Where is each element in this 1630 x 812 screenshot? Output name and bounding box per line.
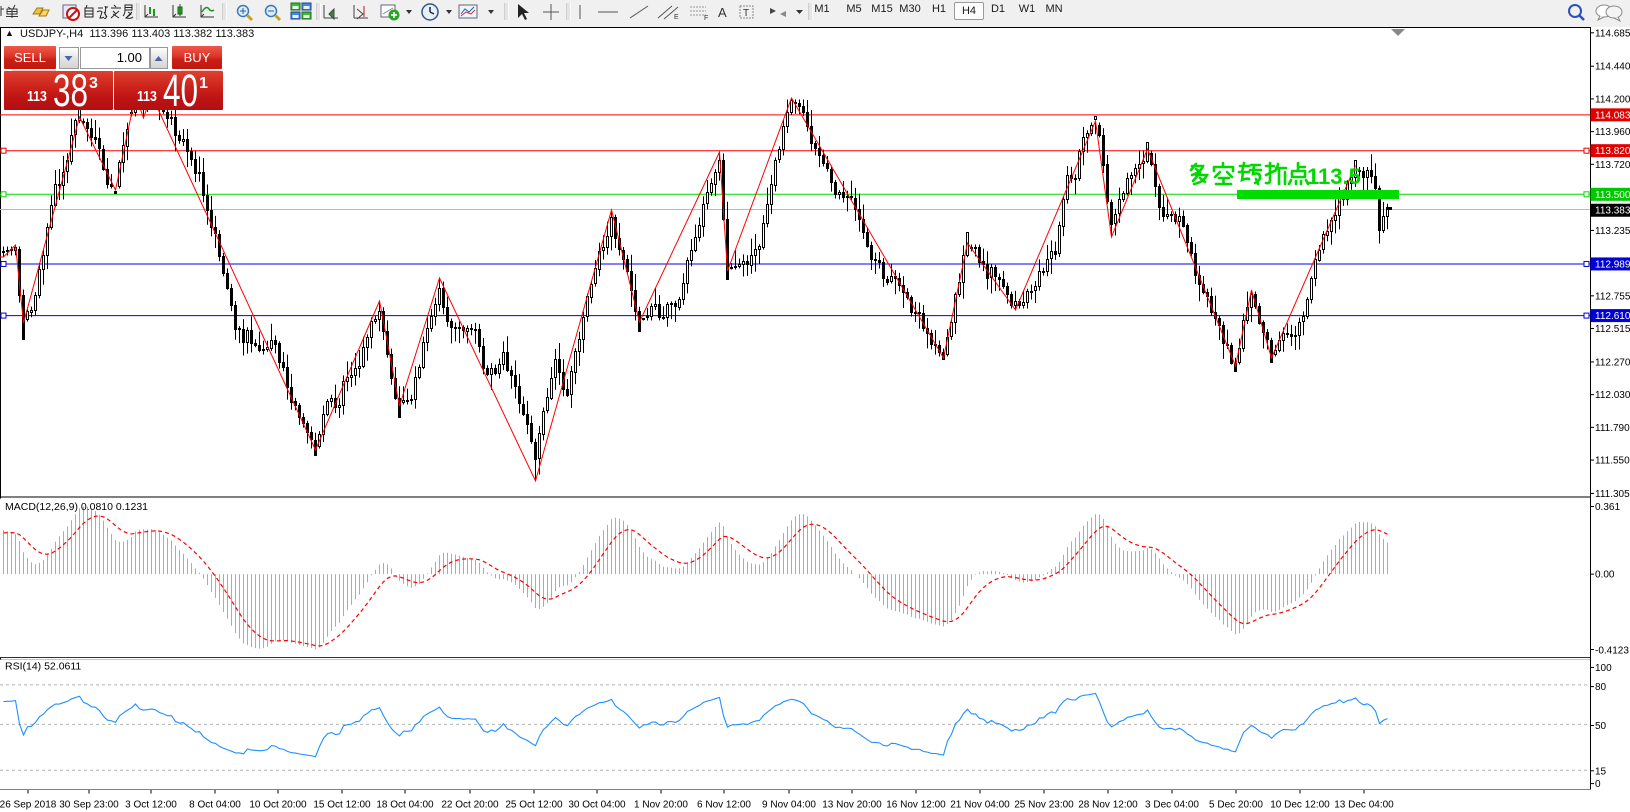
svg-text:0: 0 [1595,779,1601,790]
svg-text:21 Nov 04:00: 21 Nov 04:00 [950,800,1010,811]
svg-text:112.989: 112.989 [1595,259,1630,270]
svg-text:0.361: 0.361 [1595,502,1620,513]
svg-text:15: 15 [1595,766,1607,777]
svg-text:0.00: 0.00 [1595,570,1615,581]
svg-text:25 Nov 23:00: 25 Nov 23:00 [1014,800,1074,811]
svg-text:112.515: 112.515 [1595,324,1630,335]
svg-text:114.083: 114.083 [1595,110,1630,121]
svg-text:113.383: 113.383 [1595,206,1630,217]
svg-text:114.440: 114.440 [1595,62,1630,73]
svg-text:RSI(14) 52.0611: RSI(14) 52.0611 [5,661,81,673]
svg-text:5 Dec 20:00: 5 Dec 20:00 [1209,800,1263,811]
svg-text:9 Nov 04:00: 9 Nov 04:00 [762,800,816,811]
svg-text:111.790: 111.790 [1595,423,1630,434]
svg-text:114.200: 114.200 [1595,94,1630,105]
svg-text:10 Dec 12:00: 10 Dec 12:00 [1270,800,1330,811]
svg-text:113.235: 113.235 [1595,226,1630,237]
svg-text:30 Oct 04:00: 30 Oct 04:00 [568,800,626,811]
svg-text:-0.4123: -0.4123 [1595,645,1629,656]
svg-text:T: T [743,8,749,19]
svg-text:112.270: 112.270 [1595,357,1630,368]
svg-text:113.720: 113.720 [1595,160,1630,171]
svg-text:114.685: 114.685 [1595,28,1630,39]
svg-text:111.550: 111.550 [1595,456,1630,467]
svg-text:112.030: 112.030 [1595,390,1630,401]
svg-text:E: E [674,14,679,21]
svg-text:22 Oct 20:00: 22 Oct 20:00 [441,800,499,811]
svg-text:3 Oct 12:00: 3 Oct 12:00 [125,800,177,811]
svg-text:10 Oct 20:00: 10 Oct 20:00 [249,800,307,811]
svg-text:25 Oct 12:00: 25 Oct 12:00 [505,800,563,811]
svg-text:A: A [718,5,727,20]
svg-text:113.500: 113.500 [1595,190,1630,201]
svg-text:MACD(12,26,9) 0.0810 0.1231: MACD(12,26,9) 0.0810 0.1231 [5,501,148,513]
svg-text:80: 80 [1595,682,1607,693]
svg-text:100: 100 [1595,663,1612,674]
svg-text:8 Oct 04:00: 8 Oct 04:00 [189,800,241,811]
svg-text:16 Nov 12:00: 16 Nov 12:00 [886,800,946,811]
svg-text:6 Nov 12:00: 6 Nov 12:00 [697,800,751,811]
svg-text:112.755: 112.755 [1595,291,1630,302]
svg-text:113.5: 113.5 [1307,164,1361,189]
svg-text:113.960: 113.960 [1595,127,1630,138]
svg-text:111.305: 111.305 [1595,489,1630,500]
svg-text:18 Oct 04:00: 18 Oct 04:00 [376,800,434,811]
svg-text:F: F [704,15,708,22]
svg-text:15 Oct 12:00: 15 Oct 12:00 [313,800,371,811]
svg-text:28 Nov 12:00: 28 Nov 12:00 [1078,800,1138,811]
svg-text:50: 50 [1595,721,1607,732]
svg-text:113.820: 113.820 [1595,146,1630,157]
svg-text:30 Sep 23:00: 30 Sep 23:00 [59,800,119,811]
svg-text:13 Nov 20:00: 13 Nov 20:00 [822,800,882,811]
svg-text:1 Nov 20:00: 1 Nov 20:00 [634,800,688,811]
svg-text:13 Dec 04:00: 13 Dec 04:00 [1334,800,1394,811]
svg-text:26 Sep 2018: 26 Sep 2018 [0,800,57,811]
svg-text:3 Dec 04:00: 3 Dec 04:00 [1145,800,1199,811]
svg-text:112.610: 112.610 [1595,311,1630,322]
